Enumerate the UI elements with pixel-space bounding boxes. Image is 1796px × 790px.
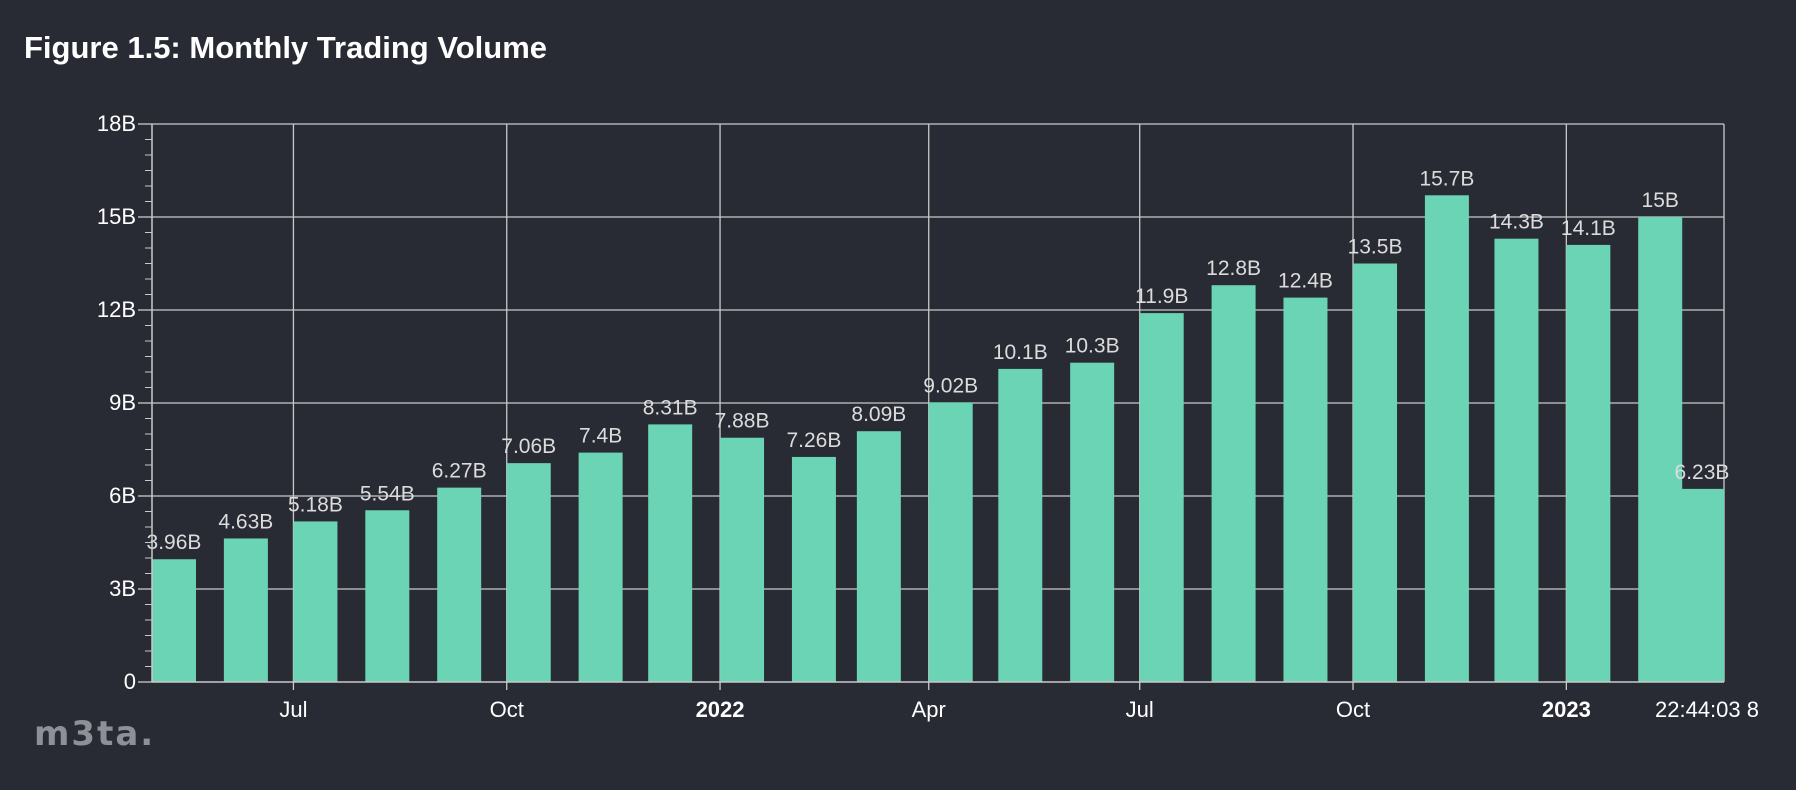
- bar: [998, 368, 1043, 682]
- value-label: 6.27B: [432, 460, 487, 483]
- y-tick-label: 15B: [97, 204, 136, 229]
- value-label: 14.1B: [1561, 217, 1616, 240]
- bar: [1283, 297, 1328, 682]
- bar: [1494, 238, 1539, 682]
- y-tick-label: 18B: [97, 111, 136, 136]
- x-tick-label: Jul: [1126, 697, 1154, 722]
- bar: [506, 463, 551, 682]
- bar: [928, 402, 973, 682]
- bar: [437, 487, 482, 682]
- value-label: 5.54B: [360, 482, 415, 505]
- value-label: 7.06B: [501, 435, 556, 458]
- bar: [1638, 217, 1683, 682]
- y-tick-label: 6B: [109, 483, 136, 508]
- x-end-label: 22:44:03 8: [1655, 697, 1759, 722]
- value-label: 11.9B: [1135, 285, 1188, 308]
- value-label: 8.31B: [643, 396, 698, 419]
- x-tick-label: Oct: [1336, 697, 1370, 722]
- bar: [578, 452, 623, 682]
- bar: [223, 538, 268, 682]
- bar: [1139, 313, 1184, 682]
- bar: [856, 431, 901, 682]
- value-labels: 3.96B 4.63B 5.18B 5.54B 6.27B 7.06B 7.4B 8.31B 7…: [147, 167, 1730, 554]
- value-label: 7.26B: [786, 429, 841, 452]
- x-tick-label: Jul: [279, 697, 307, 722]
- x-tick-label: Oct: [490, 697, 524, 722]
- value-label: 12.4B: [1278, 270, 1333, 293]
- value-label: 15B: [1642, 189, 1679, 212]
- y-tick-label: 0: [124, 669, 136, 694]
- value-label: 3.96B: [147, 531, 202, 554]
- x-tick-label: 2023: [1542, 697, 1591, 722]
- value-label: 5.18B: [288, 493, 343, 516]
- value-label: 15.7B: [1419, 167, 1474, 190]
- bar: [1070, 362, 1115, 682]
- brand-logo: m3ta.: [34, 714, 156, 754]
- bar: [1680, 488, 1724, 682]
- value-label: 7.88B: [715, 410, 770, 433]
- value-label: 9.02B: [923, 374, 978, 397]
- bar: [1566, 244, 1611, 682]
- x-tick-label: Apr: [912, 697, 946, 722]
- value-label: 14.3B: [1489, 211, 1544, 234]
- chart-title: Figure 1.5: Monthly Trading Volume: [24, 30, 548, 65]
- value-label: 10.1B: [993, 341, 1048, 364]
- bar: [1424, 195, 1469, 683]
- bar: [1211, 285, 1256, 682]
- value-label: 8.09B: [851, 403, 906, 426]
- value-label: 10.3B: [1065, 335, 1120, 358]
- bar: [648, 424, 693, 682]
- y-tick-label: 3B: [109, 576, 136, 601]
- bar: [1353, 263, 1398, 682]
- y-tick-label: 9B: [109, 390, 136, 415]
- bar: [720, 437, 765, 682]
- x-tick-label: 2022: [696, 697, 745, 722]
- value-label: 4.63B: [218, 510, 273, 533]
- axes: 0 3B 6B 9B 12B 15B 18B Jul Oct 2022 Apr Jul Oct 2023 2…: [97, 111, 1759, 722]
- y-tick-label: 12B: [97, 297, 136, 322]
- bar: [152, 559, 196, 682]
- bar: [365, 510, 410, 682]
- value-label: 6.23B: [1675, 461, 1730, 484]
- value-label: 13.5B: [1348, 236, 1403, 259]
- value-label: 12.8B: [1206, 257, 1261, 280]
- bar: [791, 456, 836, 682]
- bars: [152, 195, 1724, 683]
- bar: [293, 521, 338, 682]
- value-label: 7.4B: [579, 425, 622, 448]
